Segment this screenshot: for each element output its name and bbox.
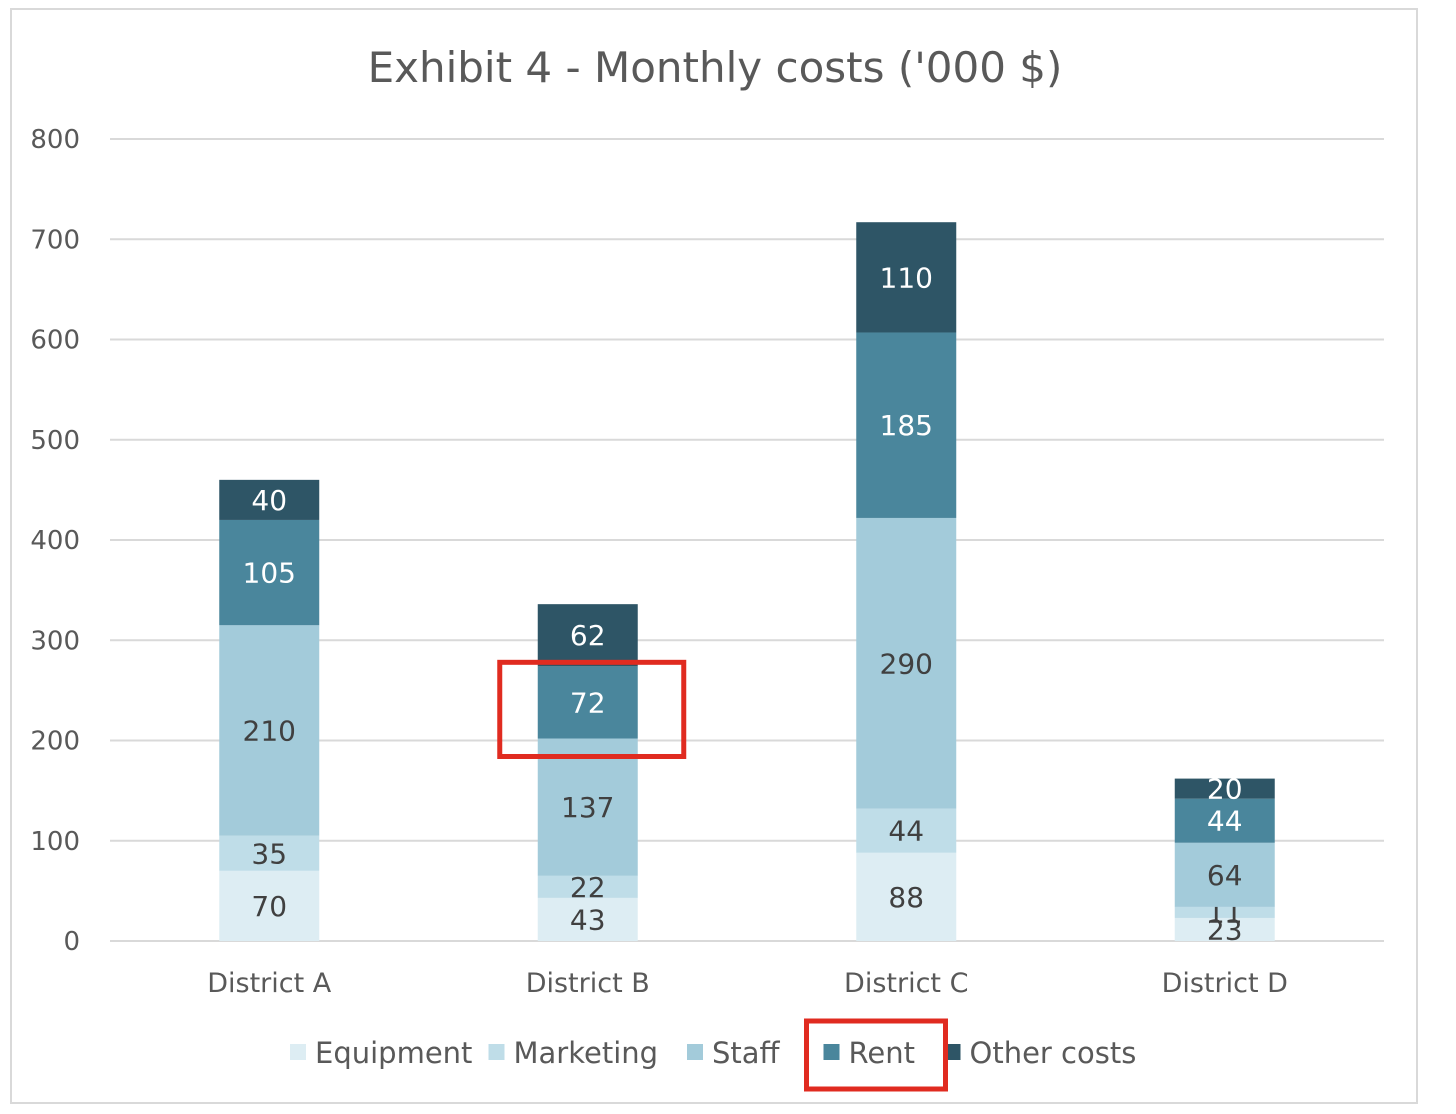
stacked-bar-chart: Exhibit 4 - Monthly costs ('000 $) 0 100 2… <box>30 43 1384 1092</box>
gridlines <box>110 138 1384 942</box>
y-tick-label-600: 600 <box>30 326 80 356</box>
highlight-box-district-b-rent <box>497 659 687 759</box>
data-label-district-d-other-costs: 20 <box>1207 773 1243 806</box>
bar-segment-district-d-other-costs <box>1174 778 1275 799</box>
data-label-district-c-rent: 185 <box>880 409 933 442</box>
y-tick-label-200: 200 <box>30 727 80 757</box>
legend: Equipment Marketing Staff Rent Other costs <box>290 1036 1136 1070</box>
legend-swatch-equipment <box>290 1044 306 1060</box>
legend-item-rent: Rent <box>823 1036 915 1070</box>
legend-label-other-costs: Other costs <box>970 1036 1137 1070</box>
bar-segment-district-a-equipment <box>219 870 320 941</box>
y-tick-label-300: 300 <box>30 626 80 656</box>
y-tick-label-400: 400 <box>30 526 80 556</box>
x-tick-label-district-a: District A <box>207 968 332 999</box>
bar-segment-district-b-rent <box>537 666 638 739</box>
x-axis: District A District B District C District D <box>207 968 1288 999</box>
data-label-district-a-marketing: 35 <box>251 837 287 870</box>
legend-swatch-rent <box>823 1044 840 1060</box>
legend-item-staff: Staff <box>687 1036 781 1070</box>
highlight-box-rent-legend <box>804 1018 948 1092</box>
bar-segment-district-c-other-costs <box>856 222 957 333</box>
y-tick-label-0: 0 <box>63 927 80 957</box>
bar-segment-district-b-equipment <box>537 897 638 941</box>
legend-label-equipment: Equipment <box>315 1036 472 1070</box>
x-tick-label-district-b: District B <box>526 968 650 999</box>
legend-swatch-other-costs <box>944 1044 961 1060</box>
y-tick-label-100: 100 <box>30 827 80 857</box>
data-label-district-c-equipment: 88 <box>888 881 924 914</box>
bar-segment-district-d-equipment <box>1174 917 1275 941</box>
bar-segment-district-c-staff <box>856 517 957 809</box>
data-label-district-d-staff: 64 <box>1207 859 1243 892</box>
bar-segment-district-d-rent <box>1174 798 1275 843</box>
data-label-district-a-rent: 105 <box>243 557 296 590</box>
data-label-district-c-marketing: 44 <box>888 815 924 848</box>
annotations <box>497 659 948 1092</box>
legend-swatch-staff <box>687 1044 703 1060</box>
y-tick-label-700: 700 <box>30 225 80 255</box>
bar-segment-district-c-equipment <box>856 852 957 941</box>
x-tick-label-district-d: District D <box>1162 968 1288 999</box>
bar-segment-district-a-other-costs <box>219 479 320 520</box>
bar-segment-district-d-marketing <box>1174 906 1275 918</box>
bar-segment-district-a-staff <box>219 625 320 836</box>
data-label-district-b-other-costs: 62 <box>570 619 606 652</box>
chart-title: Exhibit 4 - Monthly costs ('000 $) <box>368 43 1063 92</box>
data-label-district-c-other-costs: 110 <box>880 261 933 294</box>
legend-item-marketing: Marketing <box>488 1036 659 1070</box>
legend-label-marketing: Marketing <box>514 1036 659 1070</box>
y-tick-label-500: 500 <box>30 426 80 456</box>
legend-label-rent: Rent <box>849 1036 915 1070</box>
data-label-district-a-other-costs: 40 <box>251 484 287 517</box>
bar-segment-district-c-marketing <box>856 808 957 853</box>
y-tick-label-800: 800 <box>30 125 80 155</box>
data-label-district-d-equipment: 23 <box>1207 913 1243 946</box>
y-axis: 0 100 200 300 400 500 600 700 800 <box>30 125 80 957</box>
data-label-district-c-staff: 290 <box>880 647 933 680</box>
data-label-district-a-staff: 210 <box>243 714 296 747</box>
bar-segment-district-a-rent <box>219 519 320 626</box>
chart-frame: Exhibit 4 - Monthly costs ('000 $) 0 100 2… <box>10 8 1418 1104</box>
bar-segment-district-d-staff <box>1174 842 1275 907</box>
legend-item-equipment: Equipment <box>290 1036 472 1070</box>
data-label-district-b-marketing: 22 <box>570 871 606 904</box>
legend-label-staff: Staff <box>712 1036 781 1070</box>
bar-segment-district-b-other-costs <box>537 604 638 667</box>
x-tick-label-district-c: District C <box>844 968 968 999</box>
data-label-district-b-rent: 72 <box>570 686 606 719</box>
data-label-district-b-equipment: 43 <box>570 903 606 936</box>
bar-segment-district-a-marketing <box>219 835 320 871</box>
data-label-district-a-equipment: 70 <box>251 890 287 923</box>
bars: 7035210105404322137726288442901851102311… <box>219 222 1275 946</box>
legend-item-other-costs: Other costs <box>944 1036 1137 1070</box>
legend-swatch-marketing <box>488 1044 505 1060</box>
bar-segment-district-c-rent <box>856 332 957 518</box>
bar-segment-district-b-staff <box>537 738 638 876</box>
data-label-district-d-rent: 44 <box>1207 805 1243 838</box>
bar-segment-district-b-marketing <box>537 875 638 898</box>
data-label-district-b-staff: 137 <box>561 791 614 824</box>
